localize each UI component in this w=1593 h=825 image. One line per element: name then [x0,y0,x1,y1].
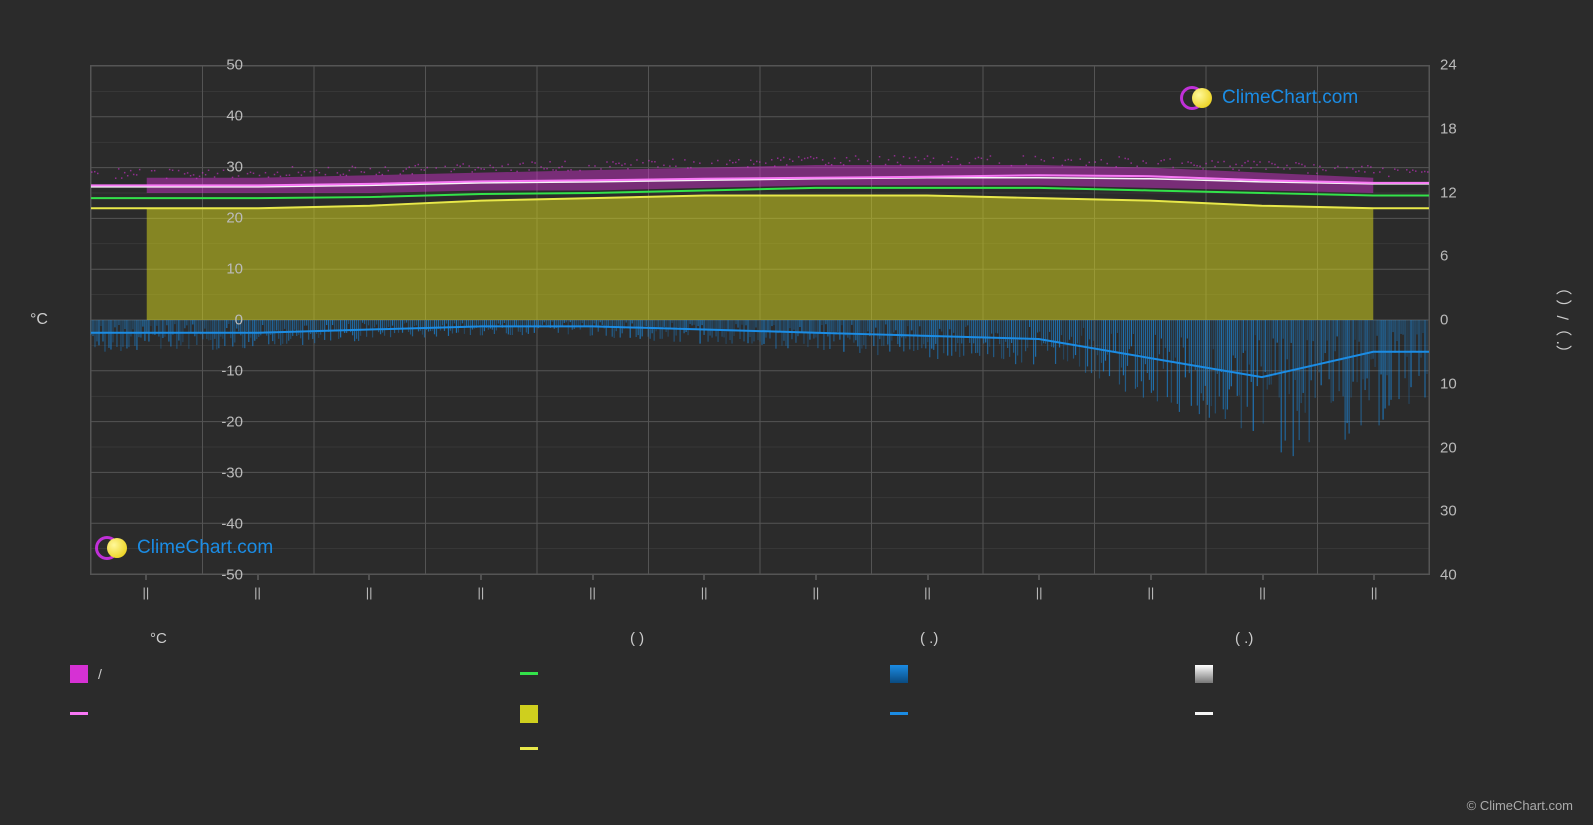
legend-label [548,740,668,756]
legend-item [520,705,668,723]
x-tick: || [366,585,373,600]
legend-item [1195,665,1343,683]
legend-label [98,705,218,721]
legend-swatch [1195,665,1213,683]
watermark-text: ClimeChart.com [137,537,273,559]
y-left-tick: 10 [193,261,243,278]
legend-swatch [890,665,908,683]
y-right-tick: 24 [1440,57,1480,74]
watermark-bottom-left: ClimeChart.com [95,535,273,561]
y-right-tick: 18 [1440,120,1480,137]
copyright-text: © ClimeChart.com [1467,798,1573,813]
x-tick: || [1371,585,1378,600]
legend-swatch [890,712,908,715]
x-tick: || [701,585,708,600]
y-left-tick: -20 [193,414,243,431]
x-tick: || [477,585,484,600]
x-tick: || [1259,585,1266,600]
legend-label [1223,666,1343,682]
legend-header-3: ( .) [920,630,938,647]
legend-swatch [70,712,88,715]
chart-svg [91,66,1429,574]
climechart-logo-icon [95,535,129,561]
legend-label [918,666,1038,682]
y-left-tick: -30 [193,465,243,482]
y-left-tick: 30 [193,159,243,176]
y-right-tick: 20 [1440,439,1480,456]
legend-label [1223,705,1343,721]
y-right-tick: 40 [1440,567,1480,584]
x-tick: || [142,585,149,600]
legend-header-1: °C [150,630,167,647]
y-right-axis-title: （ ）/（ .） [1549,279,1573,361]
legend-item: / [70,665,218,683]
y-right-tick: 6 [1440,248,1480,265]
legend-label [918,705,1038,721]
y-left-tick: 0 [193,312,243,329]
legend-item [520,665,668,681]
legend-label [548,706,668,722]
x-tick: || [589,585,596,600]
legend-label: / [98,666,218,682]
x-tick: || [924,585,931,600]
y-left-tick: 50 [193,57,243,74]
legend-header-2: ( ) [630,630,644,647]
watermark-text: ClimeChart.com [1222,87,1358,109]
y-left-tick: -40 [193,516,243,533]
y-left-tick: 40 [193,108,243,125]
legend-swatch [520,672,538,675]
legend-item [890,665,1038,683]
x-tick: || [812,585,819,600]
x-tick: || [1036,585,1043,600]
y-right-tick: 12 [1440,184,1480,201]
legend-item [520,740,668,756]
legend-item [1195,705,1343,721]
legend-label [548,665,668,681]
y-left-tick: 20 [193,210,243,227]
x-tick: || [1147,585,1154,600]
y-right-tick: 0 [1440,312,1480,329]
y-left-tick: -50 [193,567,243,584]
legend-item [70,705,218,721]
watermark-top-right: ClimeChart.com [1180,85,1358,111]
climechart-logo-icon [1180,85,1214,111]
y-right-tick: 10 [1440,375,1480,392]
legend-swatch [520,747,538,750]
legend-swatch [70,665,88,683]
legend-swatch [1195,712,1213,715]
y-left-tick: -10 [193,363,243,380]
legend-item [890,705,1038,721]
chart-plot-area [90,65,1430,575]
x-tick: || [254,585,261,600]
legend-swatch [520,705,538,723]
y-right-tick: 30 [1440,503,1480,520]
legend-header-4: ( .) [1235,630,1253,647]
y-left-axis-title: °C [30,311,48,329]
